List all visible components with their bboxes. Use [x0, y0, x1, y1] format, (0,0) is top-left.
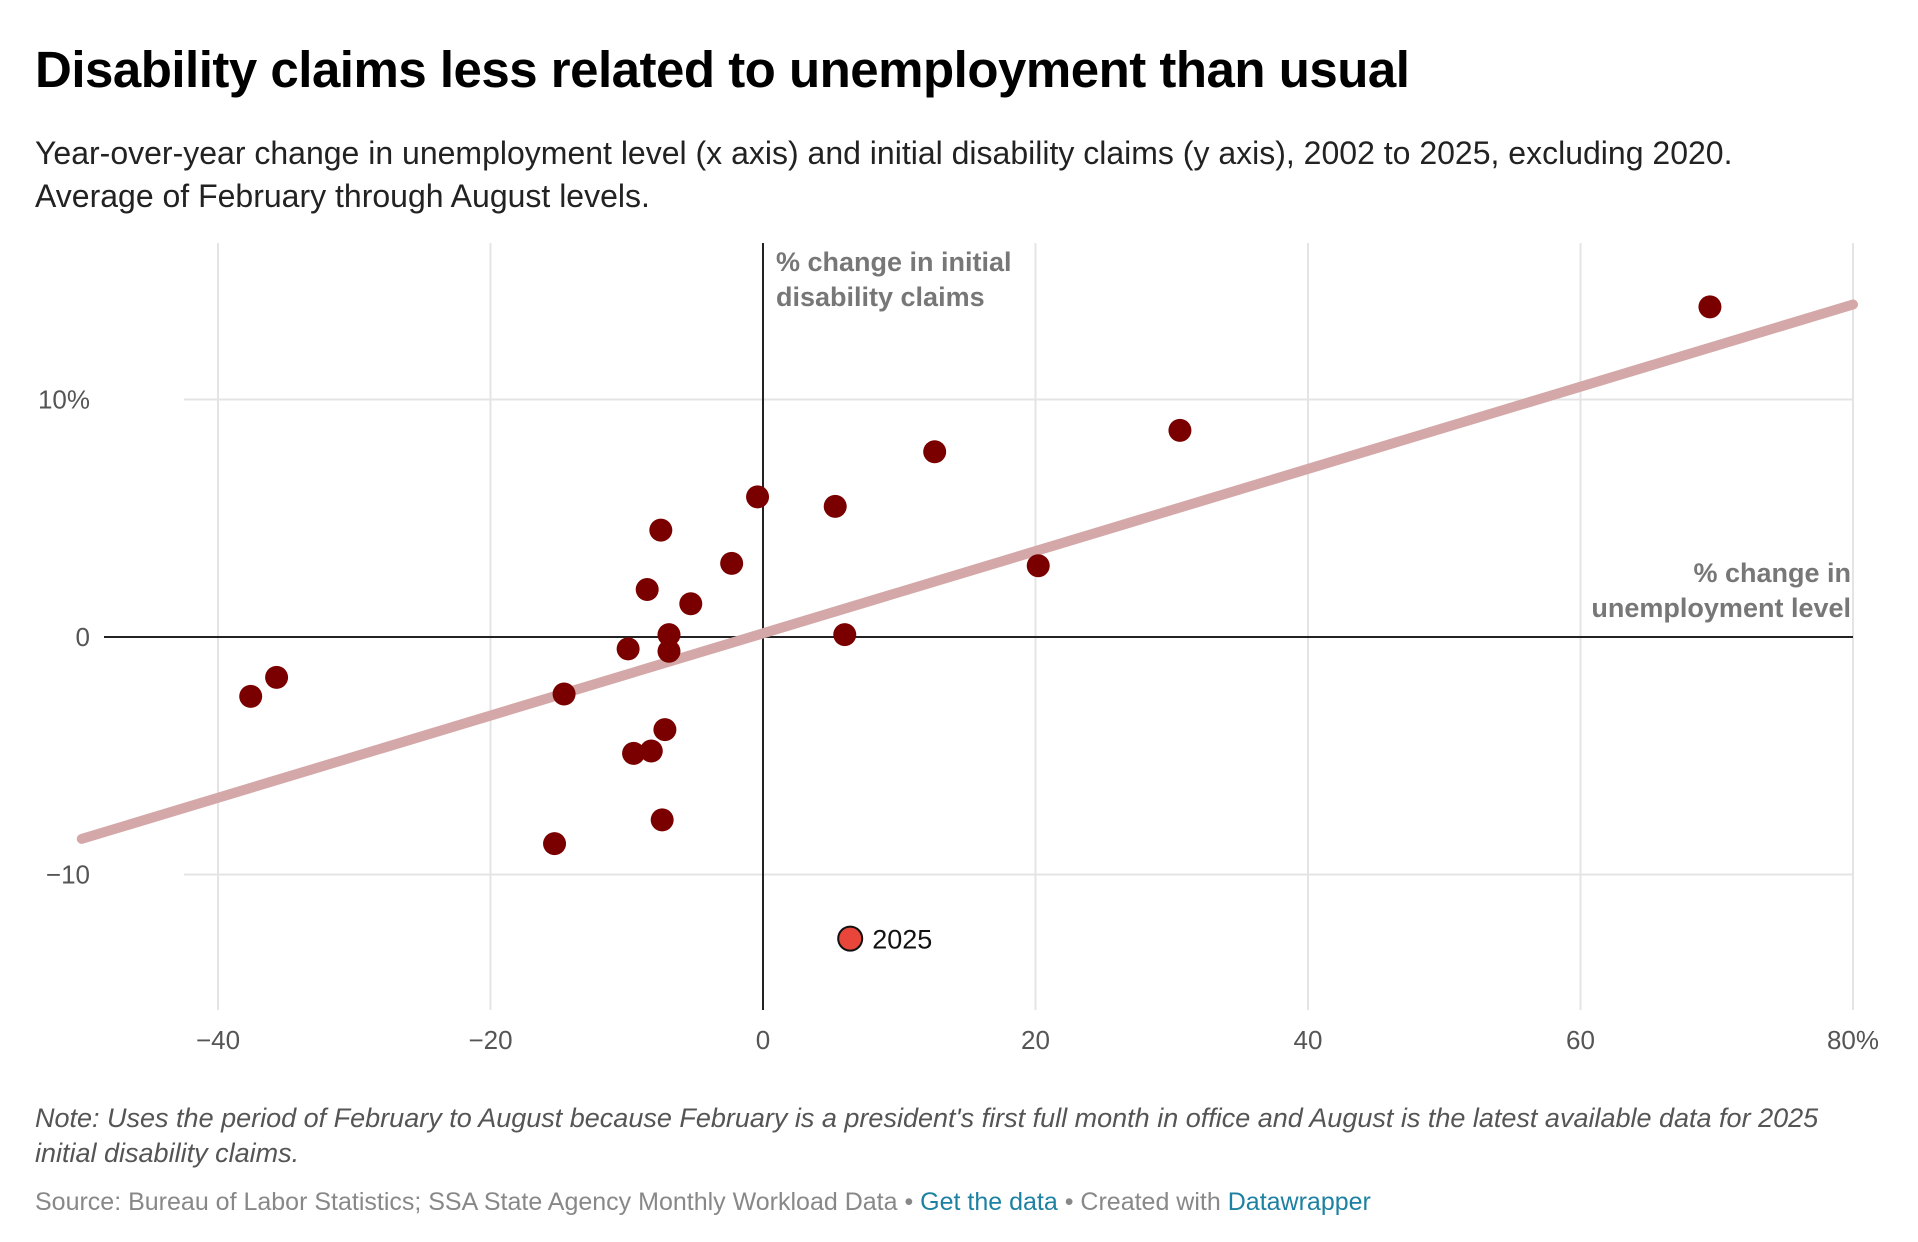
x-tick-label: 60: [1566, 1025, 1595, 1055]
chart-note: Note: Uses the period of February to Aug…: [35, 1103, 1819, 1168]
data-point: [746, 485, 770, 509]
highlight-label: 2025: [872, 925, 932, 955]
data-point: [543, 832, 567, 856]
x-axis-title: % change in unemployment level: [1591, 558, 1851, 623]
data-point: [1168, 418, 1192, 442]
y-tick-label: 0: [76, 622, 90, 652]
data-point: [622, 741, 646, 765]
highlight-point: [837, 925, 864, 952]
data-point: [1026, 554, 1050, 578]
footer-separator-2: •: [1057, 1188, 1081, 1216]
x-tick-label: 0: [756, 1025, 770, 1055]
y-tick-label: −10: [46, 860, 90, 890]
data-point: [679, 592, 703, 616]
data-point: [823, 494, 847, 518]
y-gridlines: [184, 398, 1853, 876]
data-point: [653, 718, 677, 742]
chart-subtitle: Year-over-year change in unemployment le…: [35, 135, 1733, 214]
data-point: [639, 739, 663, 763]
datawrapper-link[interactable]: Datawrapper: [1227, 1188, 1371, 1216]
data-point: [657, 623, 681, 647]
scatter-chart: 2025 −40 −20 0 20 40 60 80% 10% 0 −10 % change i…: [38, 243, 1879, 1055]
x-tick-label: 80%: [1827, 1025, 1879, 1055]
chart-title: Disability claims less related to unempl…: [35, 41, 1410, 98]
zero-axes: [104, 243, 1853, 1010]
data-point: [833, 623, 857, 647]
x-tick-labels: −40 −20 0 20 40 60 80%: [196, 1025, 1879, 1055]
data-point: [239, 684, 263, 708]
x-gridlines: [217, 243, 1854, 1010]
data-point: [649, 518, 673, 542]
x-tick-label: 40: [1294, 1025, 1323, 1055]
data-point: [923, 440, 947, 464]
data-point: [650, 808, 674, 832]
data-point: [635, 578, 659, 601]
data-point: [616, 637, 640, 661]
x-tick-label: 20: [1021, 1025, 1050, 1055]
chart-footer: Source: Bureau of Labor Statistics; SSA …: [35, 1188, 1371, 1217]
trendline: [76, 299, 1858, 844]
x-tick-label: −20: [468, 1025, 512, 1055]
data-point: [265, 665, 289, 689]
y-tick-labels: 10% 0 −10: [38, 385, 90, 890]
data-point: [720, 551, 744, 575]
x-tick-label: −40: [196, 1025, 240, 1055]
source-text: Source: Bureau of Labor Statistics; SSA …: [35, 1188, 898, 1216]
data-point: [657, 639, 681, 663]
footer-separator: •: [897, 1188, 921, 1216]
data-point: [552, 682, 576, 706]
y-axis-title: % change in initial disability claims: [776, 247, 1012, 312]
created-with-text: Created with: [1080, 1188, 1221, 1216]
get-data-link[interactable]: Get the data: [920, 1188, 1058, 1216]
y-tick-label: 10%: [38, 385, 90, 415]
highlight-group: 2025: [837, 925, 932, 955]
data-points: [239, 295, 1722, 856]
data-point: [1698, 295, 1722, 319]
